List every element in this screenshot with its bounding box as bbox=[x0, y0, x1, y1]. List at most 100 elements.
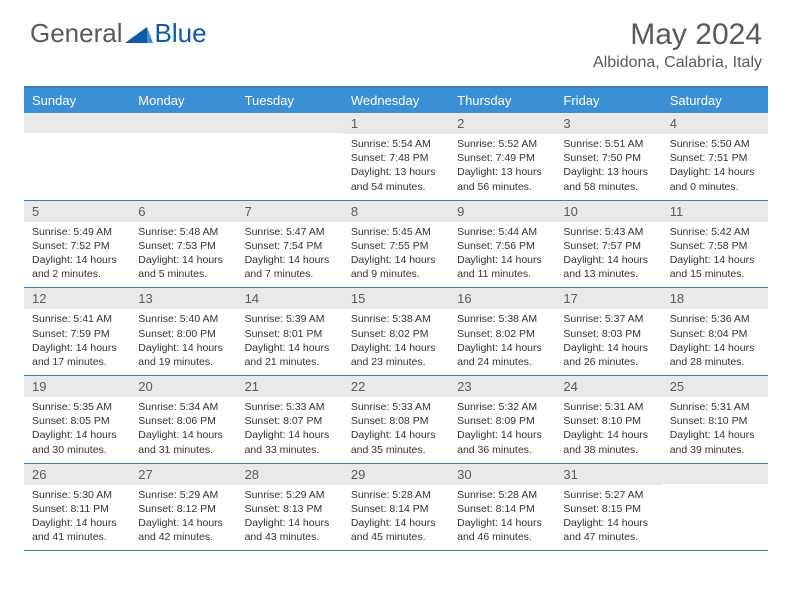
dow-friday: Friday bbox=[555, 88, 661, 113]
day-number: 5 bbox=[24, 201, 130, 222]
day-cell-21: 21Sunrise: 5:33 AMSunset: 8:07 PMDayligh… bbox=[237, 376, 343, 463]
week-row: 19Sunrise: 5:35 AMSunset: 8:05 PMDayligh… bbox=[24, 376, 768, 464]
day-data: Sunrise: 5:45 AMSunset: 7:55 PMDaylight:… bbox=[343, 222, 449, 288]
day-number: 11 bbox=[662, 201, 768, 222]
day-cell-3: 3Sunrise: 5:51 AMSunset: 7:50 PMDaylight… bbox=[555, 113, 661, 200]
day-number: 1 bbox=[343, 113, 449, 134]
week-row: 5Sunrise: 5:49 AMSunset: 7:52 PMDaylight… bbox=[24, 201, 768, 289]
day-cell-4: 4Sunrise: 5:50 AMSunset: 7:51 PMDaylight… bbox=[662, 113, 768, 200]
day-data: Sunrise: 5:36 AMSunset: 8:04 PMDaylight:… bbox=[662, 309, 768, 375]
day-data: Sunrise: 5:38 AMSunset: 8:02 PMDaylight:… bbox=[449, 309, 555, 375]
day-cell-1: 1Sunrise: 5:54 AMSunset: 7:48 PMDaylight… bbox=[343, 113, 449, 200]
day-cell-20: 20Sunrise: 5:34 AMSunset: 8:06 PMDayligh… bbox=[130, 376, 236, 463]
dow-saturday: Saturday bbox=[662, 88, 768, 113]
logo-text-2: Blue bbox=[155, 18, 207, 49]
dow-monday: Monday bbox=[130, 88, 236, 113]
week-row: 12Sunrise: 5:41 AMSunset: 7:59 PMDayligh… bbox=[24, 288, 768, 376]
day-number: 28 bbox=[237, 464, 343, 485]
day-number: 4 bbox=[662, 113, 768, 134]
day-number: 18 bbox=[662, 288, 768, 309]
day-data: Sunrise: 5:33 AMSunset: 8:07 PMDaylight:… bbox=[237, 397, 343, 463]
day-number: 20 bbox=[130, 376, 236, 397]
day-number: 13 bbox=[130, 288, 236, 309]
day-cell-empty bbox=[237, 113, 343, 200]
day-number bbox=[237, 113, 343, 133]
logo-triangle-icon bbox=[125, 23, 153, 45]
day-cell-5: 5Sunrise: 5:49 AMSunset: 7:52 PMDaylight… bbox=[24, 201, 130, 288]
day-number: 6 bbox=[130, 201, 236, 222]
day-cell-6: 6Sunrise: 5:48 AMSunset: 7:53 PMDaylight… bbox=[130, 201, 236, 288]
day-cell-empty bbox=[130, 113, 236, 200]
day-data: Sunrise: 5:34 AMSunset: 8:06 PMDaylight:… bbox=[130, 397, 236, 463]
day-number: 30 bbox=[449, 464, 555, 485]
day-data bbox=[130, 133, 236, 189]
day-cell-22: 22Sunrise: 5:33 AMSunset: 8:08 PMDayligh… bbox=[343, 376, 449, 463]
day-number: 10 bbox=[555, 201, 661, 222]
day-number: 27 bbox=[130, 464, 236, 485]
day-number: 15 bbox=[343, 288, 449, 309]
day-cell-28: 28Sunrise: 5:29 AMSunset: 8:13 PMDayligh… bbox=[237, 464, 343, 551]
day-cell-11: 11Sunrise: 5:42 AMSunset: 7:58 PMDayligh… bbox=[662, 201, 768, 288]
title-block: May 2024 Albidona, Calabria, Italy bbox=[593, 18, 762, 72]
day-cell-14: 14Sunrise: 5:39 AMSunset: 8:01 PMDayligh… bbox=[237, 288, 343, 375]
day-number: 25 bbox=[662, 376, 768, 397]
day-data: Sunrise: 5:39 AMSunset: 8:01 PMDaylight:… bbox=[237, 309, 343, 375]
day-data: Sunrise: 5:44 AMSunset: 7:56 PMDaylight:… bbox=[449, 222, 555, 288]
day-data: Sunrise: 5:43 AMSunset: 7:57 PMDaylight:… bbox=[555, 222, 661, 288]
day-cell-25: 25Sunrise: 5:31 AMSunset: 8:10 PMDayligh… bbox=[662, 376, 768, 463]
day-data: Sunrise: 5:38 AMSunset: 8:02 PMDaylight:… bbox=[343, 309, 449, 375]
day-data: Sunrise: 5:31 AMSunset: 8:10 PMDaylight:… bbox=[555, 397, 661, 463]
day-data bbox=[662, 484, 768, 540]
calendar: SundayMondayTuesdayWednesdayThursdayFrid… bbox=[24, 86, 768, 551]
day-number: 14 bbox=[237, 288, 343, 309]
day-data: Sunrise: 5:40 AMSunset: 8:00 PMDaylight:… bbox=[130, 309, 236, 375]
day-number: 7 bbox=[237, 201, 343, 222]
day-data: Sunrise: 5:29 AMSunset: 8:13 PMDaylight:… bbox=[237, 485, 343, 551]
day-number: 17 bbox=[555, 288, 661, 309]
dow-thursday: Thursday bbox=[449, 88, 555, 113]
day-cell-30: 30Sunrise: 5:28 AMSunset: 8:14 PMDayligh… bbox=[449, 464, 555, 551]
day-data bbox=[237, 133, 343, 189]
day-cell-10: 10Sunrise: 5:43 AMSunset: 7:57 PMDayligh… bbox=[555, 201, 661, 288]
day-cell-empty bbox=[662, 464, 768, 551]
day-data: Sunrise: 5:32 AMSunset: 8:09 PMDaylight:… bbox=[449, 397, 555, 463]
header: General Blue May 2024 Albidona, Calabria… bbox=[0, 0, 792, 78]
day-data: Sunrise: 5:28 AMSunset: 8:14 PMDaylight:… bbox=[449, 485, 555, 551]
day-data: Sunrise: 5:35 AMSunset: 8:05 PMDaylight:… bbox=[24, 397, 130, 463]
day-cell-7: 7Sunrise: 5:47 AMSunset: 7:54 PMDaylight… bbox=[237, 201, 343, 288]
day-number: 31 bbox=[555, 464, 661, 485]
day-data: Sunrise: 5:37 AMSunset: 8:03 PMDaylight:… bbox=[555, 309, 661, 375]
day-number: 22 bbox=[343, 376, 449, 397]
logo-text-1: General bbox=[30, 18, 123, 49]
day-number: 26 bbox=[24, 464, 130, 485]
day-data: Sunrise: 5:51 AMSunset: 7:50 PMDaylight:… bbox=[555, 134, 661, 200]
day-data: Sunrise: 5:47 AMSunset: 7:54 PMDaylight:… bbox=[237, 222, 343, 288]
day-cell-19: 19Sunrise: 5:35 AMSunset: 8:05 PMDayligh… bbox=[24, 376, 130, 463]
day-number: 2 bbox=[449, 113, 555, 134]
day-cell-8: 8Sunrise: 5:45 AMSunset: 7:55 PMDaylight… bbox=[343, 201, 449, 288]
day-data: Sunrise: 5:52 AMSunset: 7:49 PMDaylight:… bbox=[449, 134, 555, 200]
day-cell-26: 26Sunrise: 5:30 AMSunset: 8:11 PMDayligh… bbox=[24, 464, 130, 551]
day-number: 21 bbox=[237, 376, 343, 397]
dow-sunday: Sunday bbox=[24, 88, 130, 113]
day-number: 19 bbox=[24, 376, 130, 397]
day-cell-empty bbox=[24, 113, 130, 200]
day-of-week-header: SundayMondayTuesdayWednesdayThursdayFrid… bbox=[24, 88, 768, 113]
day-cell-27: 27Sunrise: 5:29 AMSunset: 8:12 PMDayligh… bbox=[130, 464, 236, 551]
week-row: 1Sunrise: 5:54 AMSunset: 7:48 PMDaylight… bbox=[24, 113, 768, 201]
day-cell-9: 9Sunrise: 5:44 AMSunset: 7:56 PMDaylight… bbox=[449, 201, 555, 288]
logo: General Blue bbox=[30, 18, 207, 49]
day-number bbox=[130, 113, 236, 133]
day-data: Sunrise: 5:28 AMSunset: 8:14 PMDaylight:… bbox=[343, 485, 449, 551]
day-data: Sunrise: 5:41 AMSunset: 7:59 PMDaylight:… bbox=[24, 309, 130, 375]
day-data: Sunrise: 5:54 AMSunset: 7:48 PMDaylight:… bbox=[343, 134, 449, 200]
day-cell-23: 23Sunrise: 5:32 AMSunset: 8:09 PMDayligh… bbox=[449, 376, 555, 463]
day-cell-31: 31Sunrise: 5:27 AMSunset: 8:15 PMDayligh… bbox=[555, 464, 661, 551]
day-data: Sunrise: 5:48 AMSunset: 7:53 PMDaylight:… bbox=[130, 222, 236, 288]
day-cell-13: 13Sunrise: 5:40 AMSunset: 8:00 PMDayligh… bbox=[130, 288, 236, 375]
day-data: Sunrise: 5:29 AMSunset: 8:12 PMDaylight:… bbox=[130, 485, 236, 551]
day-number bbox=[24, 113, 130, 133]
dow-tuesday: Tuesday bbox=[237, 88, 343, 113]
day-cell-24: 24Sunrise: 5:31 AMSunset: 8:10 PMDayligh… bbox=[555, 376, 661, 463]
day-cell-16: 16Sunrise: 5:38 AMSunset: 8:02 PMDayligh… bbox=[449, 288, 555, 375]
